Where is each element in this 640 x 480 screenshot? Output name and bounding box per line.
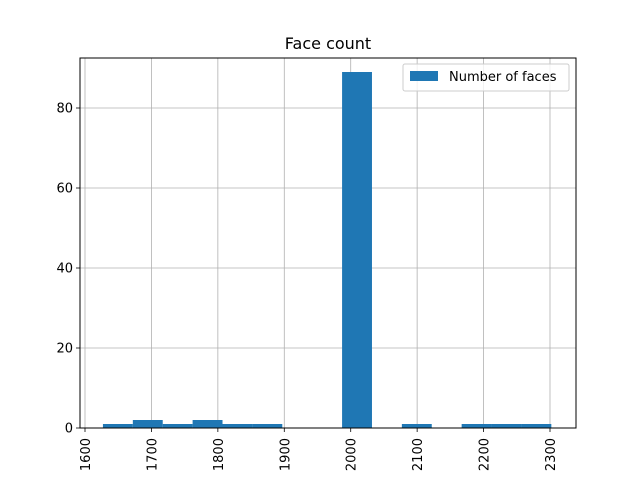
histogram-bar <box>192 420 223 428</box>
x-tick-label: 2100 <box>411 438 426 471</box>
histogram-bar <box>491 424 522 428</box>
x-tick-label: 1600 <box>79 438 94 471</box>
histogram-bar <box>342 72 372 428</box>
histogram-bar <box>132 420 163 428</box>
histogram-bar <box>461 424 492 428</box>
histogram-bar <box>102 424 133 428</box>
x-tick-label: 1700 <box>145 438 160 471</box>
histogram-bar <box>521 424 552 428</box>
legend-swatch <box>410 71 438 81</box>
y-tick-label: 80 <box>56 102 73 117</box>
bars <box>102 72 552 428</box>
x-tick-label: 2200 <box>478 438 493 471</box>
histogram-bar <box>401 424 432 428</box>
x-tick-label: 2000 <box>345 438 360 471</box>
histogram-bar <box>252 424 283 428</box>
y-tick-label: 60 <box>56 182 73 197</box>
chart-title: Face count <box>285 34 371 53</box>
y-tick-label: 20 <box>56 342 73 357</box>
histogram-bar <box>162 424 193 428</box>
x-tick-label: 1800 <box>212 438 227 471</box>
x-tick-label: 1900 <box>278 438 293 471</box>
legend-box <box>402 63 570 92</box>
histogram-bar <box>222 424 253 428</box>
x-tick-label: 2300 <box>544 438 559 471</box>
legend-label: Number of faces <box>449 70 557 85</box>
plot-frame <box>79 57 577 429</box>
ticks: 1600 1700 1800 1900 2000 2100 2200 2300 0 20 40 60 8… <box>56 102 559 472</box>
y-tick-label: 0 <box>65 422 73 437</box>
y-tick-label: 40 <box>56 262 73 277</box>
legend: Number of faces <box>402 63 570 92</box>
